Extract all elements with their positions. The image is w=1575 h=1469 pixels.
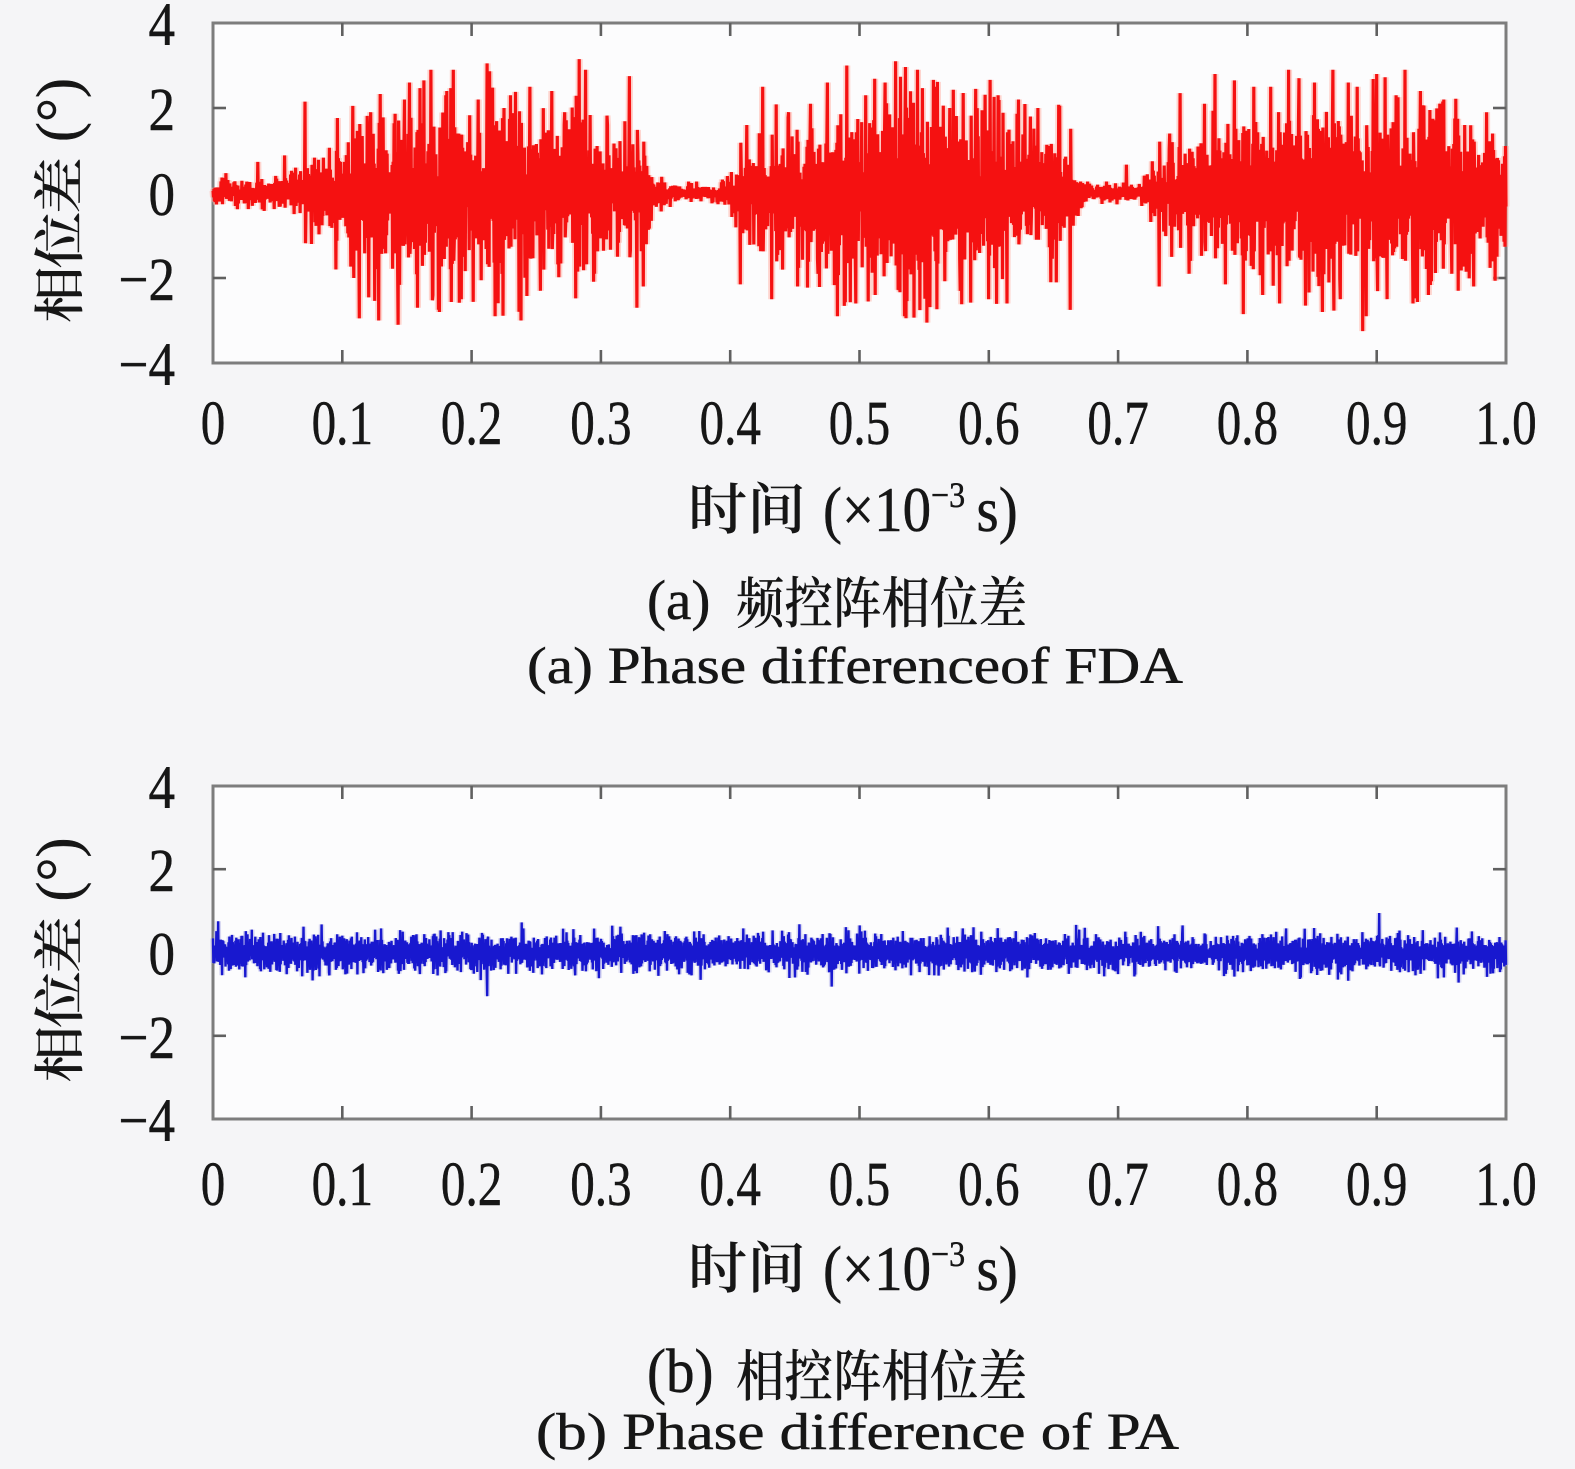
- svg-text:0.9: 0.9: [1346, 1150, 1407, 1219]
- svg-text:4: 4: [148, 755, 175, 822]
- svg-text:0.7: 0.7: [1087, 1150, 1148, 1219]
- svg-text:(a): (a): [647, 570, 710, 631]
- svg-text:0: 0: [201, 389, 226, 458]
- svg-text:4: 4: [148, 0, 175, 59]
- svg-text:0.8: 0.8: [1217, 1150, 1278, 1219]
- svg-text:0.1: 0.1: [312, 389, 373, 458]
- svg-text:(b) Phase difference of PA: (b) Phase difference of PA: [536, 1404, 1180, 1461]
- svg-text:0.5: 0.5: [829, 1150, 890, 1219]
- svg-text:−4: −4: [119, 332, 175, 399]
- svg-text:0.6: 0.6: [958, 389, 1019, 458]
- svg-text:0.4: 0.4: [699, 1150, 760, 1219]
- svg-text:0.6: 0.6: [958, 1150, 1019, 1219]
- svg-text:0.3: 0.3: [570, 389, 631, 458]
- svg-text:0.4: 0.4: [699, 389, 760, 458]
- svg-text:1.0: 1.0: [1475, 1150, 1536, 1219]
- svg-text:0.7: 0.7: [1087, 389, 1148, 458]
- svg-text:0.8: 0.8: [1217, 389, 1278, 458]
- svg-text:0: 0: [148, 921, 175, 988]
- svg-text:−2: −2: [119, 1004, 175, 1071]
- svg-text:0.5: 0.5: [829, 389, 890, 458]
- svg-text:(a) Phase differenceof FDA: (a) Phase differenceof FDA: [527, 638, 1184, 695]
- svg-text:2: 2: [148, 838, 175, 905]
- svg-text:(°): (°): [25, 838, 91, 902]
- svg-text:0.9: 0.9: [1346, 389, 1407, 458]
- svg-text:(°): (°): [25, 78, 91, 142]
- svg-text:0.2: 0.2: [441, 389, 502, 458]
- svg-text:0.2: 0.2: [441, 1150, 502, 1219]
- svg-text:0: 0: [148, 162, 175, 229]
- svg-text:(×10−3 s): (×10−3 s): [823, 1234, 1018, 1305]
- svg-text:(b): (b): [647, 1337, 714, 1406]
- svg-text:−4: −4: [119, 1088, 175, 1155]
- svg-text:0.3: 0.3: [570, 1150, 631, 1219]
- svg-text:1.0: 1.0: [1475, 389, 1536, 458]
- svg-text:2: 2: [148, 77, 175, 144]
- svg-text:−2: −2: [119, 247, 175, 314]
- svg-text:(×10−3 s): (×10−3 s): [823, 475, 1018, 546]
- svg-text:0.1: 0.1: [312, 1150, 373, 1219]
- svg-text:0: 0: [201, 1150, 226, 1219]
